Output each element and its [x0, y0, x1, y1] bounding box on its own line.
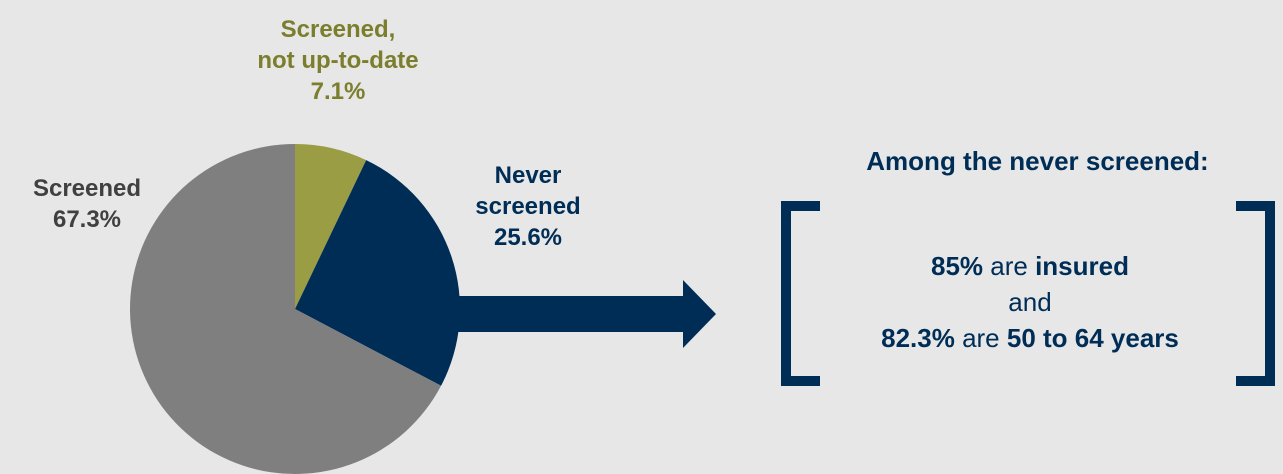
slice-label-line: not up-to-date: [257, 47, 419, 74]
connector-text: are: [983, 251, 1036, 281]
age-text: 50 to 64 years: [1006, 323, 1179, 353]
arrow-shape: [440, 280, 716, 348]
slice-label-screened-not-up-to-date: Screened, not up-to-date 7.1%: [208, 14, 468, 107]
slice-value: 7.1%: [310, 78, 366, 105]
callout-line-age: 82.3% are 50 to 64 years: [800, 320, 1260, 356]
pie-slice-never-screened: [295, 160, 460, 386]
insured-pct: 85%: [931, 251, 984, 281]
left-bracket: [781, 201, 820, 386]
right-bracket: [1236, 201, 1275, 386]
slice-label-line: screened: [475, 193, 581, 220]
age-pct: 82.3%: [881, 323, 955, 353]
slice-label-line: Screened: [32, 175, 142, 202]
callout-title: Among the never screened:: [866, 146, 1209, 176]
callout-body: 85% are insured and 82.3% are 50 to 64 y…: [800, 248, 1260, 356]
connector-text: are: [954, 323, 1007, 353]
slice-label-never-screened: Never screened 25.6%: [448, 160, 608, 253]
slice-label-screened: Screened 67.3%: [22, 173, 152, 235]
slice-label-line: Never: [494, 162, 562, 189]
slice-value: 67.3%: [52, 206, 122, 233]
insured-text: insured: [1035, 251, 1129, 281]
slice-label-line: Screened,: [280, 16, 396, 43]
callout-line-and: and: [1008, 287, 1052, 317]
pie-slice-screened-not-up-to-date: [295, 144, 367, 309]
callout-line-insured: 85% are insured: [800, 248, 1260, 284]
slice-value: 25.6%: [493, 224, 563, 251]
pie-slice-screened: [130, 144, 442, 474]
